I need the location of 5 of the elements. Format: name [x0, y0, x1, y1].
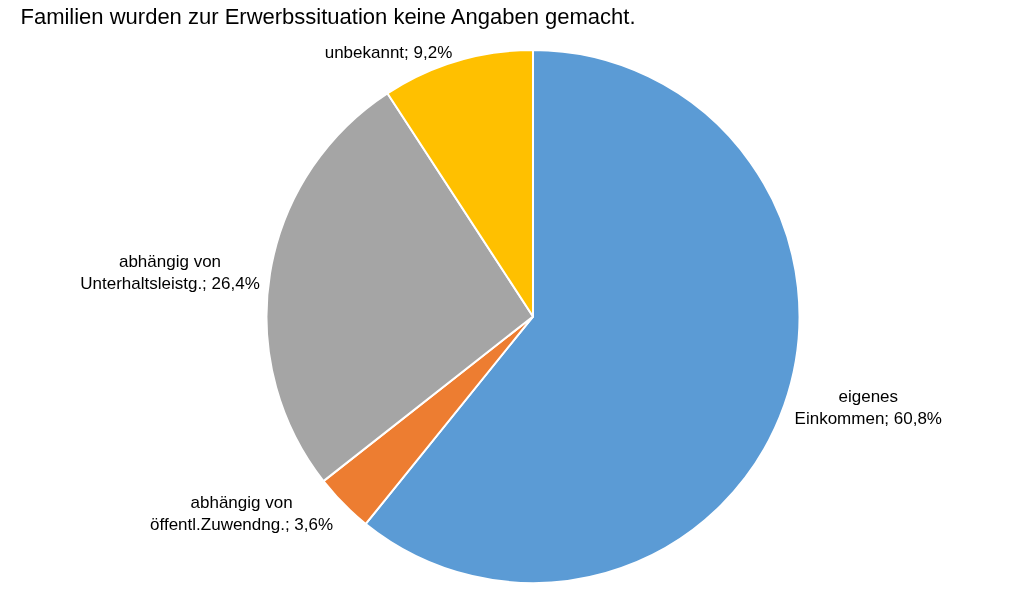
chart-title: Familien wurden zur Erwerbssituation keine Angaben gemacht.	[20, 4, 636, 30]
slice-label: abhängig von Unterhaltsleistg.; 26,4%	[80, 252, 260, 294]
slice-label: unbekannt; 9,2%	[324, 42, 453, 62]
slice-label: eigenes Einkommen; 60,8%	[794, 386, 942, 429]
slice-label: abhängig von öffentl.Zuwendng.; 3,6%	[150, 493, 334, 535]
